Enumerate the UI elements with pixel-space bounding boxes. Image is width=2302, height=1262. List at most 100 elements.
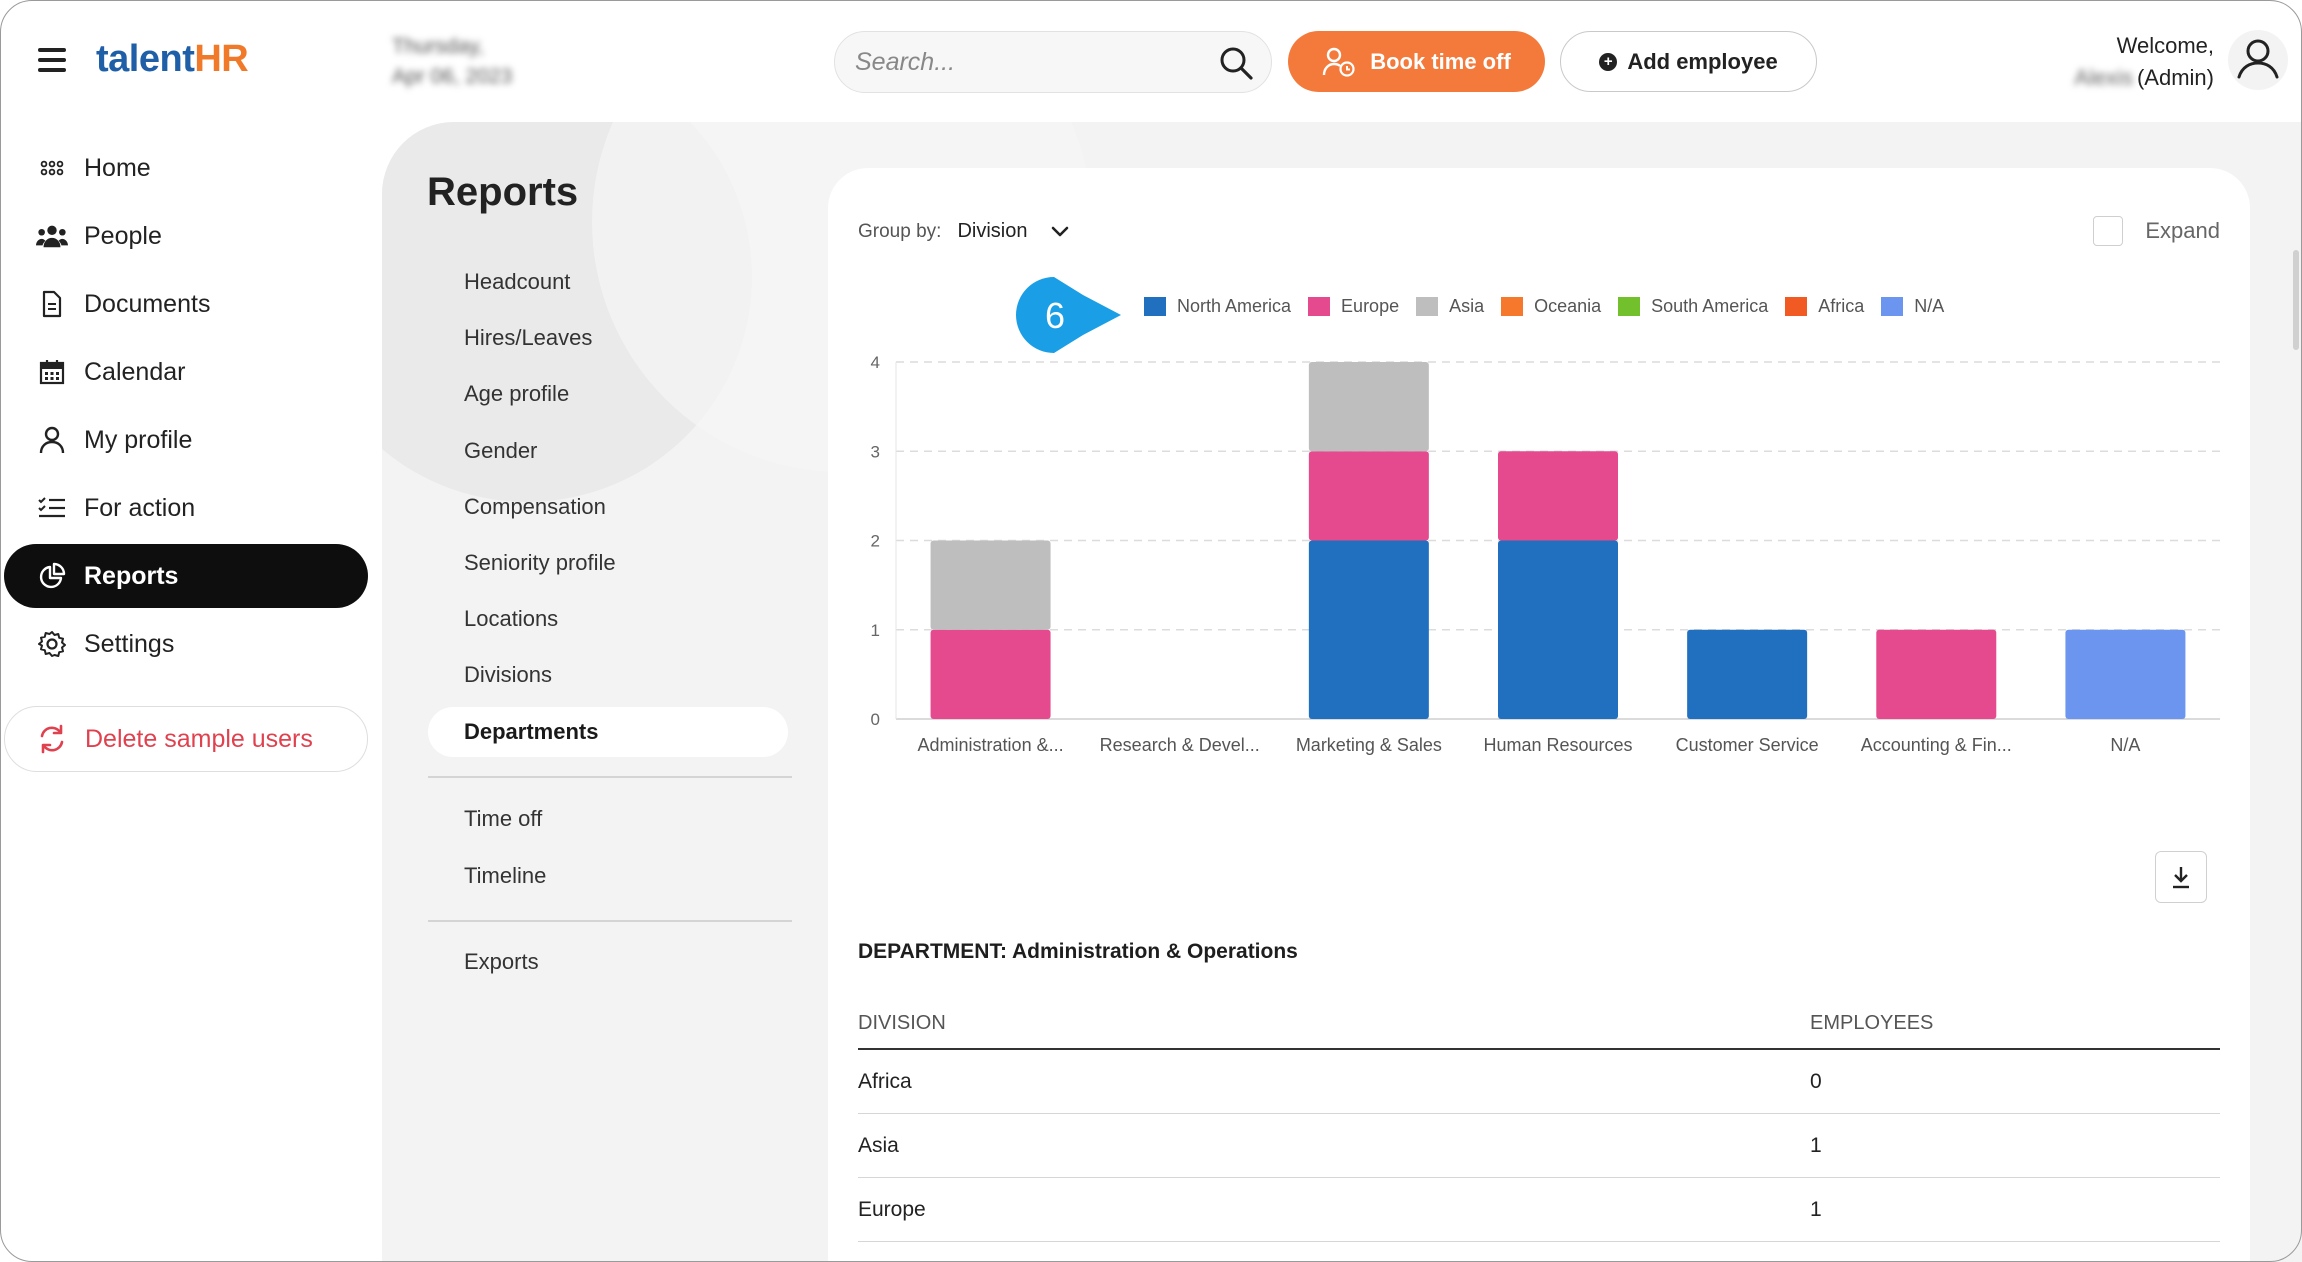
bar-segment[interactable] [1498,451,1618,541]
sidebar-item-label: Reports [84,561,179,590]
sidebar-item-for-action[interactable]: For action [4,476,368,540]
plus-circle-icon: + [1599,52,1618,71]
report-link-time-off[interactable]: Time off [464,806,543,831]
legend-item[interactable]: Europe [1308,296,1399,317]
legend-label: Africa [1818,296,1865,316]
sidebar-item-home[interactable]: Home [4,136,368,200]
table-row: Africa 0 [858,1050,2220,1114]
cell-division: Europe [858,1197,926,1221]
logo-text-talent: talent [96,38,195,80]
bar-segment[interactable] [1308,362,1429,452]
bar-segment[interactable] [1308,540,1429,720]
people-icon [36,220,68,252]
y-tick-label: 0 [871,710,880,729]
y-tick-label: 2 [871,532,880,551]
delete-sample-users-button[interactable]: Delete sample users [4,706,368,772]
divider [428,920,792,922]
x-tick-label: Administration &... [918,735,1064,755]
sidebar-item-label: Calendar [84,357,186,386]
search-icon[interactable] [1217,44,1255,82]
welcome-label: Welcome, [2116,33,2214,58]
date-weekday: Thursday, [392,35,484,58]
gear-icon [36,628,68,660]
add-employee-button[interactable]: + Add employee [1560,31,1817,92]
legend-swatch [1618,297,1641,316]
sidebar-nav: Home People Documents Calendar My profil… [4,136,368,680]
document-icon [36,288,68,320]
cell-division: Africa [858,1069,912,1093]
cell-division: Asia [858,1133,899,1157]
sidebar-item-label: People [84,221,162,250]
legend-swatch [1308,297,1331,316]
sidebar-item-label: My profile [84,425,193,454]
legend-item[interactable]: Oceania [1501,296,1601,317]
bar-segment[interactable] [930,540,1051,630]
bar-segment[interactable] [930,629,1051,719]
home-grid-icon [36,152,68,184]
expand-checkbox[interactable] [2093,216,2124,246]
person-clock-icon [1323,47,1355,77]
report-link-seniority-profile[interactable]: Seniority profile [464,550,616,575]
sidebar-item-reports[interactable]: Reports [4,544,368,608]
legend-swatch [1501,297,1524,316]
scrollbar[interactable] [2293,250,2299,350]
page-title: Reports [427,170,579,214]
report-link-departments[interactable]: Departments [428,707,788,757]
report-link-gender[interactable]: Gender [464,438,538,463]
date-day: Apr 06, 2023 [392,65,513,88]
group-by-label: Group by: [858,220,942,242]
current-date: Thursday, Apr 06, 2023 [392,32,512,92]
legend-swatch [1881,297,1904,316]
user-role: (Admin) [2136,65,2214,90]
book-time-off-button[interactable]: Book time off [1288,31,1545,92]
report-link-exports[interactable]: Exports [464,949,539,974]
avatar[interactable] [2228,30,2288,90]
legend-item[interactable]: N/A [1881,296,1944,317]
bar-segment[interactable] [1498,540,1618,720]
legend-swatch [1785,297,1808,316]
app-logo[interactable]: talentHR [96,38,249,81]
sidebar-item-settings[interactable]: Settings [4,612,368,676]
report-link-locations[interactable]: Locations [464,606,559,631]
sidebar-item-people[interactable]: People [4,204,368,268]
callout-badge-shape [1016,277,1121,353]
report-link-hires-leaves[interactable]: Hires/Leaves [464,325,593,350]
x-tick-label: N/A [2110,735,2140,755]
checklist-icon [36,492,68,524]
report-link-headcount[interactable]: Headcount [464,269,571,294]
download-icon [2173,867,2189,889]
bar-segment[interactable] [1308,451,1429,541]
legend-item[interactable]: Asia [1416,296,1484,317]
search-input[interactable] [855,47,1195,77]
legend-item[interactable]: South America [1618,296,1768,317]
user-name: Alexis [2074,65,2133,90]
download-button[interactable] [2155,851,2207,903]
calendar-icon [36,356,68,388]
search-box [834,31,1272,93]
bar-segment[interactable] [2065,629,2186,719]
report-card: Group by: Division Expand 6 North Americ… [828,168,2250,1262]
legend-label: North America [1177,296,1292,316]
sidebar-item-label: Documents [84,289,211,318]
group-by-select[interactable]: Division [957,220,1028,242]
legend-item[interactable]: Africa [1785,296,1864,317]
bar-segment[interactable] [1687,629,1808,719]
sidebar-item-my-profile[interactable]: My profile [4,408,368,472]
report-link-age-profile[interactable]: Age profile [464,381,570,406]
chevron-down-icon[interactable] [1049,221,1071,243]
report-link-timeline[interactable]: Timeline [464,863,547,888]
add-employee-label: Add employee [1627,48,1778,74]
report-link-divisions[interactable]: Divisions [464,662,553,687]
report-link-compensation[interactable]: Compensation [464,494,606,519]
x-tick-label: Research & Devel... [1100,735,1260,755]
book-time-off-label: Book time off [1370,48,1511,74]
sidebar-item-calendar[interactable]: Calendar [4,340,368,404]
sidebar-item-label: Settings [84,629,175,658]
cell-employees: 0 [1810,1069,1822,1093]
bar-segment[interactable] [1876,629,1997,719]
sidebar-item-documents[interactable]: Documents [4,272,368,336]
department-title: DEPARTMENT: Administration & Operations [858,940,1298,963]
menu-toggle-icon[interactable] [38,48,66,72]
legend-item[interactable]: North America [1144,296,1291,317]
legend-label: Europe [1341,296,1400,316]
